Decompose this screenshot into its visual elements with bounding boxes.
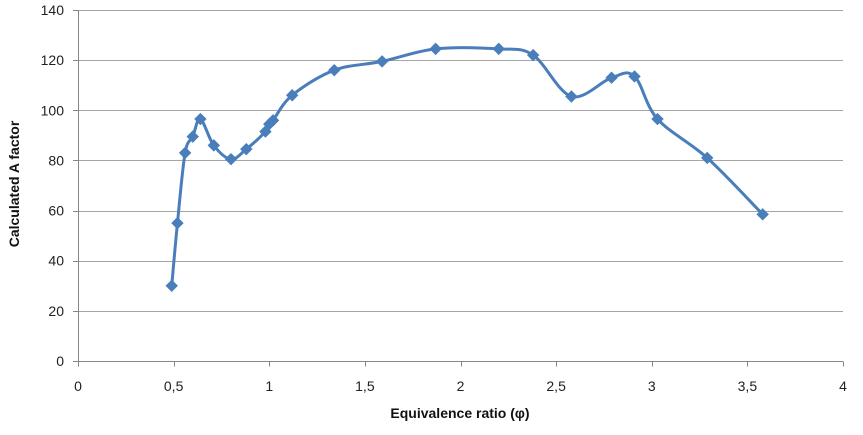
data-point-marker [207, 139, 220, 152]
data-point-marker [651, 112, 664, 126]
y-tick-label: 140 [41, 2, 65, 18]
data-point-marker [178, 146, 192, 160]
data-point-marker [628, 70, 641, 83]
data-point-marker [526, 48, 540, 62]
data-point-marker [375, 55, 389, 68]
x-tick-label: 2 [457, 378, 465, 394]
data-point-marker [224, 152, 238, 166]
y-axis-title: Calculated A factor [6, 120, 22, 247]
data-point-marker [171, 216, 184, 230]
data-point-marker [266, 114, 280, 127]
gridlines [78, 10, 843, 312]
x-axis-title: Equivalence ratio (φ) [390, 405, 529, 421]
data-point-marker [492, 42, 505, 56]
y-tick-label: 100 [41, 102, 65, 118]
data-point-marker [328, 63, 341, 77]
x-tick-label: 2,5 [546, 378, 566, 394]
x-tick-label: 3,5 [738, 378, 758, 394]
axes [73, 10, 844, 367]
y-tick-label: 60 [48, 203, 64, 219]
series [165, 42, 769, 292]
data-point-marker [285, 89, 299, 102]
x-tick-labels: 0 0,5 1 1,5 2 2,5 3 3,5 4 [74, 378, 847, 394]
y-tick-label: 20 [48, 303, 64, 319]
data-point-marker [756, 208, 769, 221]
x-tick-label: 0,5 [164, 378, 184, 394]
y-tick-labels: 0 20 40 60 80 100 120 140 [41, 2, 65, 369]
y-tick-label: 40 [48, 253, 64, 269]
x-tick-label: 1,5 [355, 378, 375, 394]
y-tick-label: 120 [41, 52, 65, 68]
y-tick-label: 0 [56, 353, 64, 369]
data-point-marker [701, 151, 714, 165]
x-tick-label: 1 [265, 378, 273, 394]
y-tick-label: 80 [48, 152, 64, 168]
data-point-marker [194, 112, 207, 126]
data-point-marker [165, 279, 178, 292]
data-point-marker [429, 42, 442, 56]
data-point-marker [605, 71, 618, 84]
data-point-marker [565, 90, 578, 103]
x-tick-label: 4 [839, 378, 847, 394]
data-point-marker [240, 142, 253, 156]
x-tick-label: 3 [648, 378, 656, 394]
data-point-marker [186, 130, 199, 143]
x-tick-label: 0 [74, 378, 82, 394]
series-line [170, 46, 765, 288]
